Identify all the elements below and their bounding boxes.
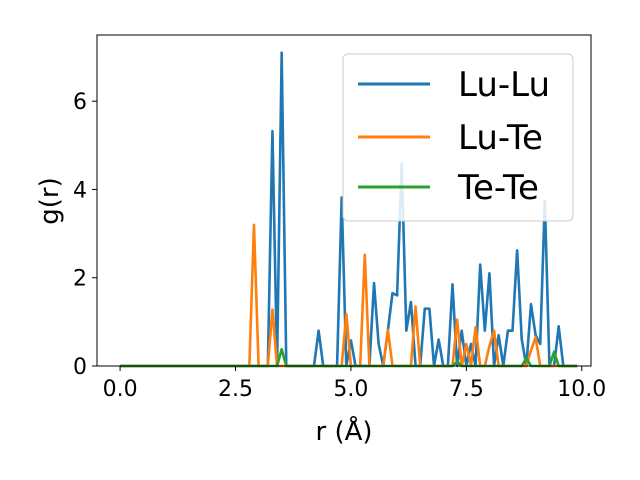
x-tick-label: 10.0 [557, 377, 606, 402]
legend-label-te-te: Te-Te [457, 168, 539, 208]
legend-label-lu-lu: Lu-Lu [458, 65, 550, 105]
y-axis-label: g(r) [35, 177, 65, 224]
y-tick-label: 2 [73, 267, 87, 292]
x-axis: 0.0 2.5 5.0 7.5 10.0 [103, 366, 606, 402]
legend-label-lu-te: Lu-Te [458, 118, 543, 158]
legend-frame [342, 53, 574, 222]
x-tick-label: 0.0 [103, 377, 138, 402]
y-tick-label: 0 [73, 355, 87, 380]
legend: Lu-Lu Lu-Te Te-Te [342, 53, 574, 222]
x-tick-label: 2.5 [218, 377, 253, 402]
y-tick-label: 6 [73, 90, 87, 115]
y-axis: 0 2 4 6 [73, 90, 97, 380]
y-tick-label: 4 [73, 178, 87, 203]
plot-frame [96, 34, 592, 367]
x-axis-label: r (Å) [315, 415, 372, 447]
x-tick-label: 5.0 [333, 377, 368, 402]
x-tick-label: 7.5 [449, 377, 484, 402]
